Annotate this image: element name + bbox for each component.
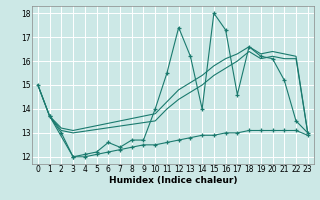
X-axis label: Humidex (Indice chaleur): Humidex (Indice chaleur) xyxy=(108,176,237,185)
